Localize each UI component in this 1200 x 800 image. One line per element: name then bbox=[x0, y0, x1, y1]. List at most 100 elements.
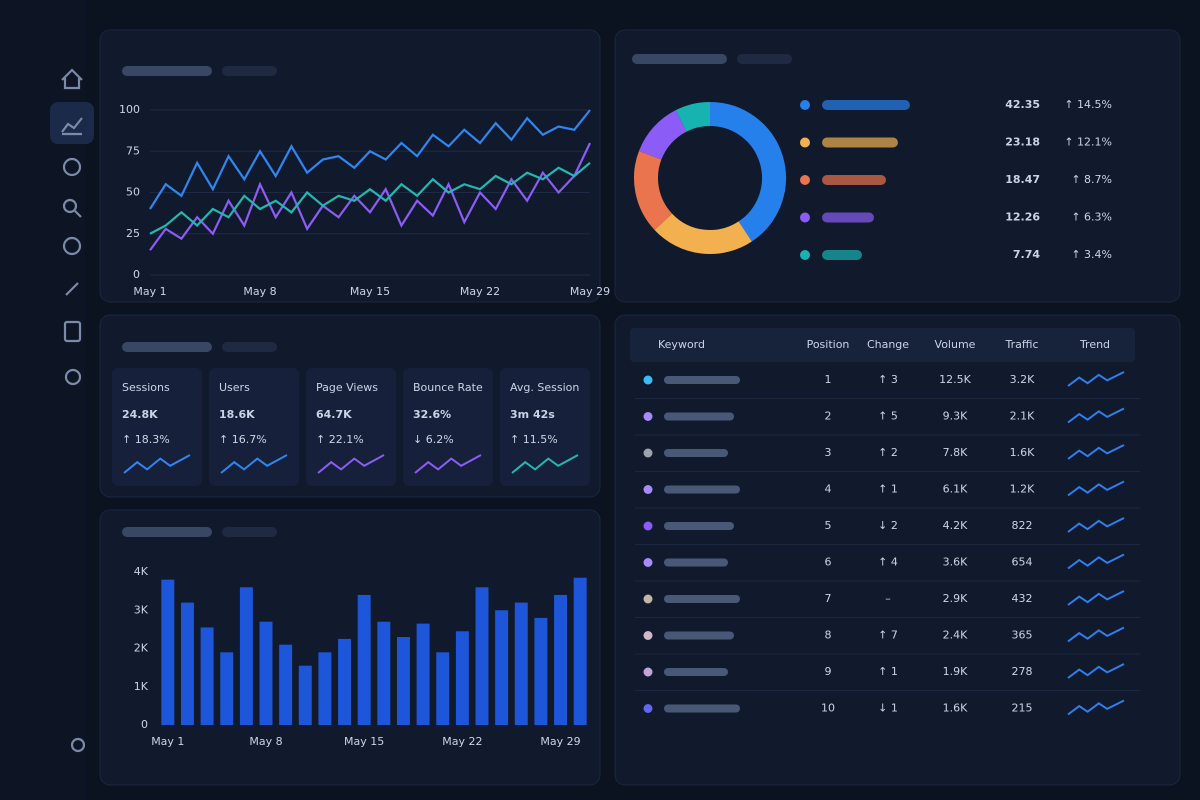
kpi-change: ↑ 18.3% bbox=[122, 433, 170, 446]
bar bbox=[279, 644, 293, 725]
sparkline bbox=[1067, 590, 1125, 606]
x-tick-label: May 15 bbox=[350, 285, 390, 298]
active-nav bbox=[50, 102, 94, 144]
kpi-change: ↑ 16.7% bbox=[219, 433, 267, 446]
y-tick-label: 4K bbox=[134, 565, 149, 578]
placeholder bbox=[122, 527, 212, 537]
placeholder bbox=[664, 704, 740, 713]
bar bbox=[259, 621, 273, 725]
placeholder bbox=[822, 212, 874, 223]
kpi-label: Page Views bbox=[316, 381, 378, 394]
placeholder bbox=[222, 66, 277, 76]
keyword-dot bbox=[643, 558, 653, 567]
cell: ↑ 3 bbox=[878, 373, 898, 386]
cell: 6 bbox=[825, 556, 832, 569]
legend-change: ↑ 3.4% bbox=[1071, 248, 1112, 261]
keyword-dot bbox=[643, 375, 653, 385]
legend-dot bbox=[800, 212, 810, 223]
kpi-tile bbox=[306, 368, 396, 486]
placeholder bbox=[822, 175, 886, 185]
cell: 1.9K bbox=[943, 665, 968, 678]
legend-change: ↑ 8.7% bbox=[1071, 173, 1112, 186]
cell: 4.2K bbox=[943, 519, 968, 532]
cell: 3.2K bbox=[1010, 373, 1035, 386]
cell: 432 bbox=[1012, 592, 1033, 605]
donut-segment bbox=[634, 151, 673, 230]
keyword-dot bbox=[643, 448, 653, 458]
sparkline bbox=[1067, 517, 1125, 533]
keyword-dot bbox=[643, 412, 653, 421]
donut-segment bbox=[709, 102, 786, 242]
settings-icon[interactable] bbox=[64, 368, 82, 386]
sparkline bbox=[511, 454, 579, 474]
cell: 10 bbox=[821, 702, 835, 715]
home-icon[interactable] bbox=[61, 68, 83, 90]
cell: 1.6K bbox=[943, 702, 968, 715]
table-header-bg bbox=[630, 328, 1135, 362]
cell: 5 bbox=[825, 519, 832, 532]
keyword-dot bbox=[643, 594, 653, 604]
report-icon[interactable] bbox=[63, 320, 82, 343]
placeholder bbox=[664, 376, 740, 384]
cell: ↑ 1 bbox=[878, 665, 898, 678]
keyword-dot bbox=[643, 485, 653, 494]
legend-value: 18.47 bbox=[1005, 173, 1040, 186]
pie-icon[interactable] bbox=[62, 157, 82, 177]
legend-dot bbox=[800, 100, 810, 110]
bar bbox=[318, 652, 332, 725]
cell: ↑ 2 bbox=[878, 446, 898, 459]
sparkline bbox=[1067, 407, 1125, 424]
kpi-label: Avg. Session bbox=[510, 381, 579, 394]
bar bbox=[455, 631, 469, 725]
kpi-tile bbox=[403, 368, 493, 486]
kpi-value: 64.7K bbox=[316, 408, 352, 421]
column-header: Position bbox=[807, 338, 850, 351]
y-tick-label: 50 bbox=[126, 186, 140, 199]
kpi-label: Bounce Rate bbox=[413, 381, 483, 394]
donut-card bbox=[614, 29, 1181, 303]
sparkline bbox=[317, 454, 385, 474]
kpi-change: ↑ 22.1% bbox=[316, 433, 364, 446]
cell: 278 bbox=[1012, 665, 1033, 678]
cell: 7 bbox=[825, 592, 832, 605]
link-icon[interactable] bbox=[65, 282, 79, 296]
column-header: Trend bbox=[1079, 338, 1110, 351]
cell: 6.1K bbox=[943, 483, 968, 496]
target-icon[interactable] bbox=[62, 236, 82, 256]
y-tick-label: 25 bbox=[126, 227, 140, 240]
cell: 822 bbox=[1012, 519, 1033, 532]
bar bbox=[338, 638, 352, 725]
donut-segment bbox=[675, 102, 711, 132]
placeholder bbox=[664, 595, 740, 603]
placeholder bbox=[122, 342, 212, 352]
cell: 2 bbox=[825, 410, 832, 423]
sparkline bbox=[1067, 480, 1125, 497]
column-header: Keyword bbox=[658, 338, 705, 351]
sparkline bbox=[1067, 699, 1125, 716]
donut-segment bbox=[654, 213, 752, 254]
table-card bbox=[614, 314, 1181, 786]
cell: 1.2K bbox=[1010, 483, 1035, 496]
bar bbox=[573, 577, 587, 725]
kpi-tile bbox=[500, 368, 590, 486]
placeholder bbox=[664, 631, 734, 640]
keyword-dot bbox=[643, 521, 653, 531]
cell: ↑ 1 bbox=[878, 483, 898, 496]
cell: 9.3K bbox=[943, 410, 968, 423]
bar bbox=[554, 594, 568, 725]
legend-value: 7.74 bbox=[1013, 248, 1040, 261]
placeholder bbox=[664, 485, 740, 494]
cell: 8 bbox=[825, 629, 832, 642]
profile-icon[interactable] bbox=[70, 737, 86, 753]
placeholder bbox=[222, 342, 277, 352]
sparkline bbox=[123, 454, 191, 474]
cell: 215 bbox=[1012, 702, 1033, 715]
cell: ↑ 4 bbox=[878, 556, 898, 569]
analytics-icon[interactable] bbox=[61, 117, 83, 136]
line-series bbox=[149, 109, 591, 210]
bar bbox=[200, 627, 214, 725]
bar bbox=[416, 623, 430, 725]
search-icon[interactable] bbox=[62, 198, 78, 214]
cell: 654 bbox=[1012, 556, 1033, 569]
y-tick-label: 75 bbox=[126, 144, 140, 157]
